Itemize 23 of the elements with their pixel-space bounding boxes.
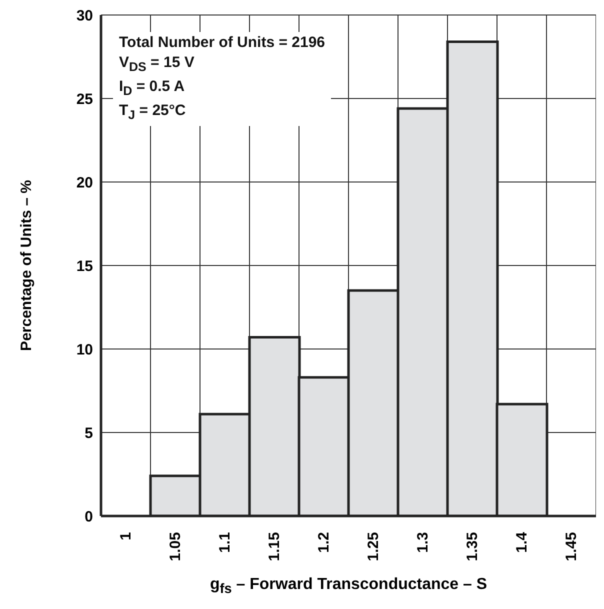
y-tick-label: 20: [76, 174, 93, 192]
x-tick-label: 1.05: [166, 532, 184, 562]
annotation: V$_{DS}$ = 15 V: [119, 53, 196, 76]
x-tick-label: 1: [117, 532, 134, 540]
x-tick-label: 1.15: [266, 532, 283, 562]
y-tick-label: 15: [76, 258, 93, 275]
y-tick-label: 30: [76, 7, 93, 24]
y-axis-title: Percentage of Units – %: [18, 180, 34, 351]
x-tick-label: 1.1: [216, 532, 234, 553]
x-axis-title: g$_{fs}$ – Forward Transconductance – S: [210, 576, 488, 596]
x-tick-label: 1.35: [464, 532, 481, 562]
annotation: Total Number of Units = 2196: [119, 33, 326, 53]
y-tick-label: 10: [76, 341, 93, 358]
x-tick-label: 1.45: [562, 532, 580, 562]
x-tick-label: 1.25: [364, 532, 382, 562]
x-tick-label: 1.2: [315, 532, 332, 553]
annotation: I$_{D}$ = 0.5 A: [119, 77, 186, 100]
y-tick-label: 25: [76, 90, 93, 108]
x-tick-label: 1.4: [513, 531, 530, 553]
x-tick-label: 1.3: [414, 532, 432, 553]
annotation: T$_{J}$ = 25°C: [119, 101, 187, 124]
y-tick-label: 5: [84, 424, 93, 442]
y-tick-label: 0: [84, 508, 93, 526]
